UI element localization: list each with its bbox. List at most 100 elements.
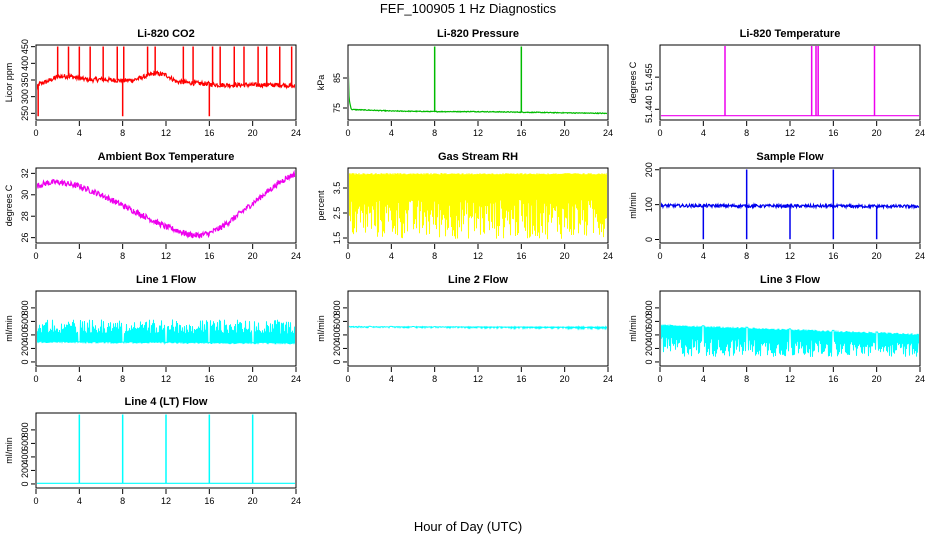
y-tick-label: 200 [332,341,342,356]
y-axis-label-box-temp: degrees C [4,184,14,226]
y-tick-label: 3.5 [332,182,342,195]
y-tick-label: 51.440 [644,96,654,124]
series-line2-flow [349,325,607,331]
x-tick-label: 4 [389,374,394,384]
y-tick-label: 85 [332,73,342,83]
y-tick-label: 600 [644,314,654,329]
plot-frame-pressure [347,44,609,121]
x-tick-label: 16 [204,374,214,384]
plot-frame-licor-temp [659,44,921,121]
y-axis-label-sample-flow: ml/min [628,192,638,219]
x-tick-label: 4 [701,251,706,261]
y-axis-label-line2-flow: ml/min [316,315,326,342]
figure-x-axis-label: Hour of Day (UTC) [414,519,522,534]
x-tick-label: 12 [785,374,795,384]
x-tick-label: 20 [248,251,258,261]
x-tick-label: 8 [432,374,437,384]
y-tick-label: 200 [644,162,654,177]
x-tick-label: 16 [828,251,838,261]
y-tick-label: 350 [20,72,30,87]
x-tick-label: 0 [33,251,38,261]
x-tick-label: 12 [473,251,483,261]
x-tick-label: 12 [161,251,171,261]
x-tick-label: 0 [657,251,662,261]
x-tick-label: 20 [872,374,882,384]
x-tick-label: 0 [657,128,662,138]
series-line-rh [349,172,607,240]
y-tick-label: 1.5 [332,232,342,245]
x-tick-label: 4 [389,251,394,261]
series-line-line3-flow [661,324,919,357]
series-rh [349,172,607,240]
y-tick-label: 800 [20,422,30,437]
x-tick-label: 24 [915,251,925,261]
y-tick-label: 0 [644,237,654,242]
x-tick-label: 20 [560,128,570,138]
series-pressure [349,46,607,115]
plot-frame-co2 [35,44,297,121]
panel-box-temp: Ambient Box Temperature 0 4 8 12 16 20 24 26 28 30… [4,151,301,261]
series-line-co2 [37,70,295,91]
x-tick-label: 0 [33,128,38,138]
y-tick-label: 450 [20,39,30,54]
panel-title-sample-flow: Sample Flow [756,151,824,163]
x-tick-label: 8 [120,128,125,138]
panel-title-line3-flow: Line 3 Flow [760,274,820,286]
series-line1-flow [37,319,295,346]
x-tick-label: 4 [701,128,706,138]
y-tick-label: 2.5 [332,207,342,220]
plot-frame-line4-flow [35,412,297,489]
x-tick-label: 4 [389,128,394,138]
x-tick-label: 8 [432,128,437,138]
y-tick-label: 28 [20,211,30,221]
y-tick-label: 250 [20,106,30,121]
x-tick-label: 0 [345,251,350,261]
panel-pressure: Li-820 Pressure 0 4 8 12 16 20 24 75 85 kPa [316,28,613,138]
x-tick-label: 24 [291,374,301,384]
y-tick-label: 75 [332,103,342,113]
plot-frame-line1-flow [35,290,297,367]
x-tick-label: 8 [744,251,749,261]
x-tick-label: 0 [657,374,662,384]
x-tick-label: 16 [204,251,214,261]
x-tick-label: 8 [120,374,125,384]
y-tick-label: 0 [20,359,30,364]
panel-title-rh: Gas Stream RH [438,151,518,163]
panel-title-line2-flow: Line 2 Flow [448,274,508,286]
x-tick-label: 12 [161,496,171,506]
x-tick-label: 4 [701,374,706,384]
x-tick-label: 0 [33,374,38,384]
x-tick-label: 20 [248,374,258,384]
x-tick-label: 8 [120,496,125,506]
x-tick-label: 16 [828,374,838,384]
y-tick-label: 600 [332,314,342,329]
y-tick-label: 800 [644,300,654,315]
panel-sample-flow: Sample Flow 0 4 8 12 16 20 24 0 100 200 ml/min [628,151,925,261]
plot-frame-line3-flow [659,290,921,367]
x-tick-label: 8 [120,251,125,261]
x-tick-label: 8 [432,251,437,261]
x-tick-label: 24 [915,128,925,138]
y-tick-label: 26 [20,233,30,243]
x-tick-label: 20 [248,496,258,506]
x-tick-label: 24 [291,496,301,506]
x-tick-label: 24 [291,251,301,261]
x-tick-label: 0 [345,128,350,138]
y-axis-label-licor-temp: degrees C [628,61,638,103]
y-tick-label: 300 [20,89,30,104]
panel-title-licor-temp: Li-820 Temperature [740,28,841,40]
y-tick-label: 400 [20,56,30,71]
x-tick-label: 4 [77,496,82,506]
series-line4-flow [37,414,295,484]
y-tick-label: 200 [20,341,30,356]
series-line3-flow [661,324,919,357]
plot-frame-line2-flow [347,290,609,367]
y-tick-label: 400 [332,327,342,342]
x-tick-label: 12 [473,128,483,138]
panel-title-box-temp: Ambient Box Temperature [98,151,235,163]
y-tick-label: 800 [332,300,342,315]
x-tick-label: 16 [516,374,526,384]
